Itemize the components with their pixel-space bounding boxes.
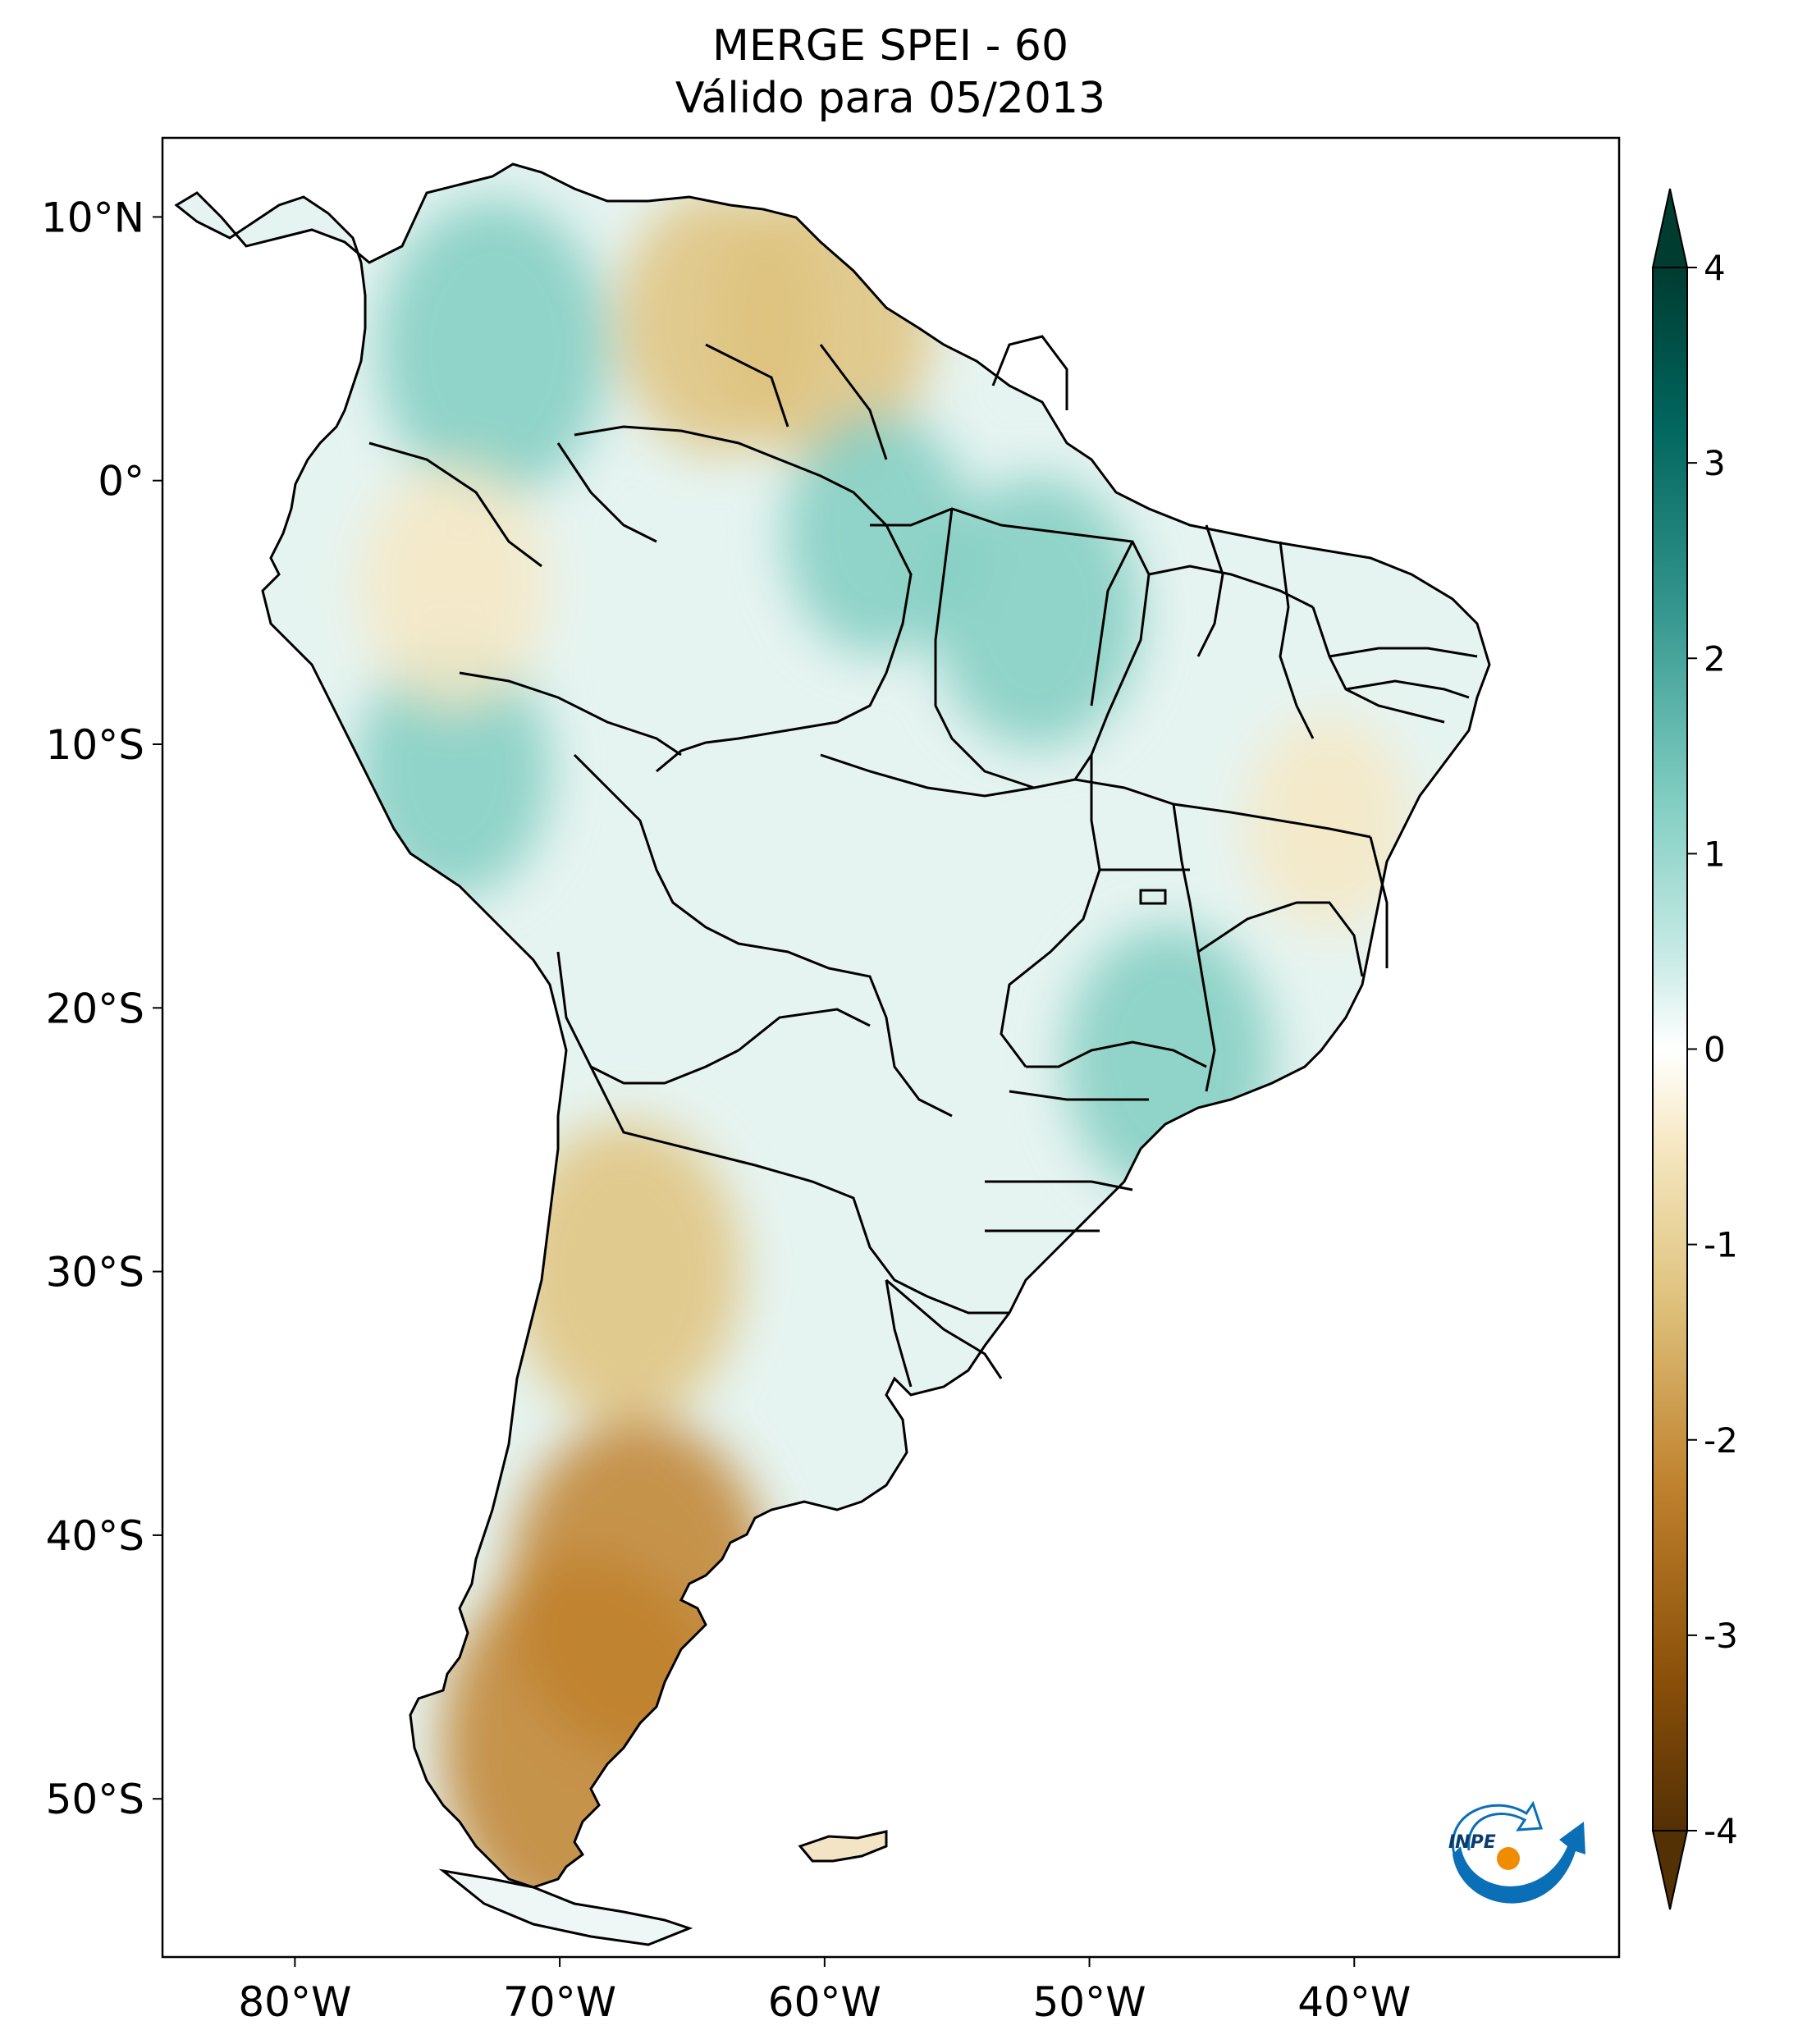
colorbar-tick-label: 0 bbox=[1704, 1030, 1726, 1070]
y-tick-label: 40°S bbox=[46, 1512, 144, 1560]
x-tick-label: 60°W bbox=[768, 1978, 881, 2026]
inpe-logo: INPE bbox=[1448, 1800, 1585, 1904]
peru-north-dry bbox=[360, 464, 547, 708]
y-tick-label: 10°S bbox=[46, 721, 144, 769]
para-wet bbox=[931, 476, 1141, 749]
colorbar-tick-label: 2 bbox=[1704, 638, 1726, 679]
colorbar-tick-label: -4 bbox=[1704, 1811, 1738, 1851]
peru-wet bbox=[356, 644, 551, 898]
logo-orange-dot-icon bbox=[1497, 1847, 1520, 1870]
colorbar-extend-min bbox=[1651, 1830, 1689, 1910]
colorbar-tick-label: -3 bbox=[1704, 1616, 1738, 1656]
argentina-drought-core bbox=[510, 1121, 742, 1422]
logo-text: INPE bbox=[1448, 1832, 1496, 1853]
colorbar-tick-label: 1 bbox=[1704, 834, 1726, 874]
y-axis-ticks: 10°N 0° 10°S 20°S 30°S 40°S 50°S bbox=[41, 194, 162, 1823]
y-tick-label: 50°S bbox=[46, 1776, 144, 1823]
country-state-borders bbox=[368, 335, 1478, 1388]
x-axis-ticks: 80°W 70°W 60°W 50°W 40°W bbox=[238, 1957, 1411, 2026]
map-title-line2: Válido para 05/2013 bbox=[675, 74, 1106, 123]
x-tick-label: 50°W bbox=[1033, 1978, 1146, 2026]
x-tick-label: 70°W bbox=[503, 1978, 616, 2026]
falkland-islands bbox=[798, 1830, 888, 1863]
colorbar-tick-label: -2 bbox=[1704, 1420, 1738, 1461]
x-tick-label: 80°W bbox=[238, 1978, 351, 2026]
tierra-del-fuego bbox=[438, 1868, 693, 1946]
map-title-line1: MERGE SPEI - 60 bbox=[711, 21, 1069, 71]
continent-coastline bbox=[174, 162, 1491, 1889]
y-tick-label: 30°S bbox=[46, 1249, 144, 1296]
colorbar-gradient bbox=[1653, 268, 1687, 1831]
y-tick-label: 0° bbox=[98, 458, 144, 505]
colombia-wet bbox=[377, 198, 610, 500]
colorbar: 4 3 2 1 0 -1 -2 -3 -4 bbox=[1651, 188, 1738, 1910]
bahia-dry bbox=[1245, 716, 1411, 931]
colorbar-tick-label: 4 bbox=[1704, 248, 1726, 288]
y-tick-label: 10°N bbox=[41, 194, 144, 241]
y-tick-label: 20°S bbox=[46, 985, 144, 1032]
colorbar-tick-label: 3 bbox=[1704, 443, 1726, 483]
colorbar-extend-max bbox=[1651, 188, 1689, 268]
map-frame bbox=[161, 136, 1621, 1959]
federal-district-border bbox=[1139, 889, 1167, 905]
colorbar-ticks: 4 3 2 1 0 -1 -2 -3 -4 bbox=[1687, 248, 1738, 1851]
colorbar-tick-label: -1 bbox=[1704, 1225, 1738, 1265]
x-tick-label: 40°W bbox=[1297, 1978, 1411, 2026]
amazon-wet bbox=[784, 411, 972, 656]
